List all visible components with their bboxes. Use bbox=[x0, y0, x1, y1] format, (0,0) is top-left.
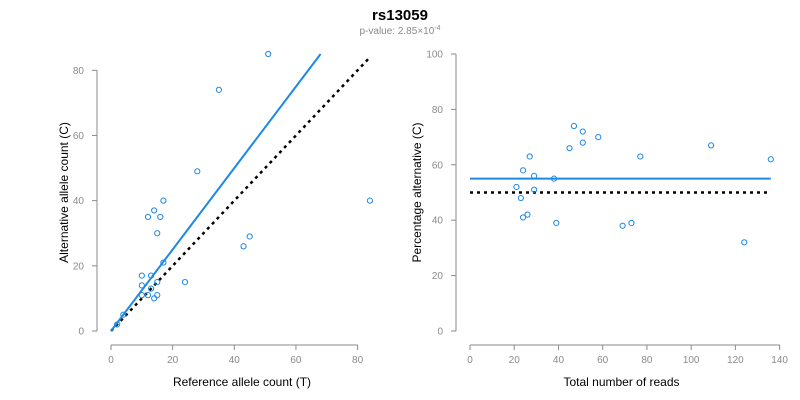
y-tick-label: 0 bbox=[437, 327, 443, 338]
x-tick-label: 140 bbox=[771, 355, 788, 366]
data-point bbox=[181, 279, 189, 286]
x-tick-label: 80 bbox=[641, 355, 653, 366]
data-point bbox=[707, 142, 715, 149]
data-point bbox=[531, 186, 538, 193]
data-point bbox=[526, 153, 533, 160]
y-tick-label: 40 bbox=[432, 216, 444, 227]
fit-line bbox=[110, 53, 322, 332]
data-point bbox=[513, 183, 520, 191]
data-point bbox=[138, 292, 145, 299]
data-point bbox=[240, 243, 247, 250]
data-point bbox=[637, 153, 644, 160]
subtitle-prefix: p-value: 2.85 bbox=[359, 26, 417, 37]
data-point bbox=[628, 219, 635, 227]
data-point bbox=[553, 219, 560, 227]
data-point bbox=[194, 168, 201, 175]
y-axis-label: Percentage alternative (C) bbox=[410, 122, 424, 262]
data-point bbox=[160, 197, 167, 204]
y-tick-label: 80 bbox=[432, 105, 444, 116]
data-point bbox=[151, 207, 158, 214]
x-tick-label: 120 bbox=[727, 355, 744, 366]
subtitle-exponent: -4 bbox=[434, 25, 440, 32]
x-tick-label: 60 bbox=[597, 355, 609, 366]
data-point bbox=[531, 172, 538, 179]
data-point bbox=[767, 156, 774, 163]
x-tick-label: 80 bbox=[352, 355, 364, 366]
x-tick-label: 40 bbox=[553, 355, 565, 366]
y-tick-label: 60 bbox=[432, 160, 444, 171]
y-tick-label: 100 bbox=[426, 50, 443, 61]
data-point bbox=[566, 145, 573, 152]
data-point bbox=[154, 279, 161, 286]
x-tick-label: 0 bbox=[108, 355, 114, 366]
data-point bbox=[154, 292, 161, 299]
data-point bbox=[570, 122, 578, 130]
data-point bbox=[366, 197, 374, 204]
data-point bbox=[517, 194, 524, 202]
data-point bbox=[519, 167, 527, 174]
left-panel: 0 20 40 60 80 0 20 40 60 80 Reference allele count… bbox=[57, 50, 374, 389]
y-tick-label: 40 bbox=[73, 196, 85, 207]
data-point bbox=[579, 139, 586, 146]
data-point bbox=[147, 285, 155, 292]
x-tick-label: 60 bbox=[290, 355, 302, 366]
chart-title: rs13059 bbox=[372, 7, 428, 24]
x-tick-label: 40 bbox=[229, 355, 241, 366]
data-point bbox=[151, 295, 158, 302]
y-tick-label: 20 bbox=[73, 261, 85, 272]
x-tick-label: 0 bbox=[467, 355, 473, 366]
data-point bbox=[519, 214, 527, 221]
data-point bbox=[147, 272, 155, 279]
y-axis-label: Alternative allele count (C) bbox=[57, 122, 71, 263]
data-point bbox=[144, 213, 152, 221]
data-point bbox=[246, 233, 253, 240]
right-panel: 0 20 40 60 80 100 120 140 0 20 40 60 80 100 Total numb… bbox=[410, 50, 788, 390]
data-point bbox=[144, 292, 152, 299]
x-tick-label: 100 bbox=[683, 355, 700, 366]
x-axis-label: Reference allele count (T) bbox=[173, 375, 311, 389]
data-point bbox=[120, 311, 127, 318]
subtitle-times: ×10 bbox=[417, 26, 434, 37]
x-tick-label: 20 bbox=[167, 355, 179, 366]
y-tick-label: 0 bbox=[78, 327, 84, 338]
data-point bbox=[154, 230, 161, 237]
data-point bbox=[114, 321, 121, 328]
data-point bbox=[550, 175, 558, 182]
data-point bbox=[524, 211, 531, 218]
data-point bbox=[265, 50, 272, 58]
data-point bbox=[160, 259, 167, 266]
data-point bbox=[138, 272, 145, 279]
data-point bbox=[619, 222, 626, 229]
y-tick-label: 80 bbox=[73, 66, 85, 77]
data-point bbox=[595, 134, 602, 141]
y-tick-label: 20 bbox=[432, 271, 444, 282]
x-axis-label: Total number of reads bbox=[563, 375, 679, 389]
data-point bbox=[741, 239, 748, 246]
data-point bbox=[138, 282, 145, 289]
y-tick-label: 60 bbox=[73, 131, 85, 142]
data-point bbox=[157, 213, 164, 221]
data-point bbox=[215, 86, 222, 93]
x-tick-label: 20 bbox=[509, 355, 521, 366]
data-point bbox=[579, 128, 586, 135]
chart-subtitle: p-value: 2.85×10-4 bbox=[359, 25, 440, 37]
reference-line bbox=[110, 56, 371, 332]
